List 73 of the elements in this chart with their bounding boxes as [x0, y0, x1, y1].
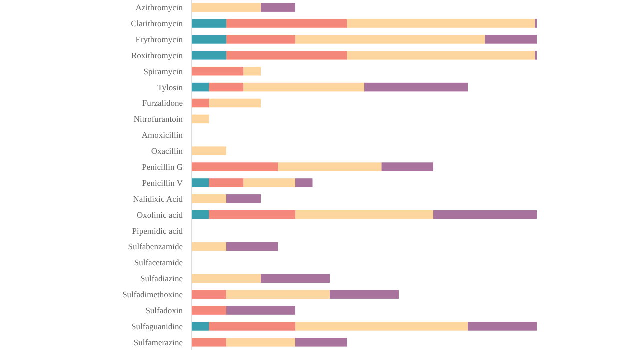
bar [296, 35, 486, 44]
bar [434, 210, 537, 220]
y-tick-label: Sulfacetamide [134, 258, 184, 268]
y-tick-label: Nalidixic Acid [133, 194, 184, 204]
bar [296, 178, 313, 188]
bar [209, 82, 244, 92]
bar [226, 306, 296, 315]
y-tick-label: Clarithromycin [131, 18, 184, 28]
bar [192, 98, 210, 108]
bar [192, 114, 210, 124]
bar [192, 146, 226, 156]
bar [296, 322, 468, 331]
y-tick-label: Sulfadiazine [140, 274, 184, 284]
bar [226, 35, 296, 44]
bar [192, 19, 226, 28]
y-tick-label: Erythromycin [136, 34, 184, 44]
bar [382, 162, 434, 172]
y-tick-label: Roxithromycin [132, 50, 184, 60]
bar [226, 51, 348, 60]
bar [226, 290, 330, 299]
bar [347, 51, 536, 60]
bar [192, 290, 226, 299]
bar [192, 178, 210, 188]
bar [244, 82, 364, 92]
y-tick-label: Penicillin G [142, 162, 183, 172]
y-tick-label: Amoxicillin [142, 130, 184, 140]
bar [347, 19, 536, 28]
y-tick-label: Spiramycin [144, 66, 184, 76]
bar [192, 194, 226, 204]
y-tick-label: Azithromycin [136, 2, 184, 13]
bar [192, 210, 210, 220]
bar [192, 242, 226, 252]
bar [226, 19, 348, 28]
bar [192, 322, 210, 331]
bar [209, 322, 296, 331]
bar [192, 82, 210, 92]
bar [330, 290, 399, 299]
bar [209, 210, 296, 220]
y-tick-label: Sulfabenzamide [128, 242, 184, 252]
bar [192, 306, 226, 315]
bar [364, 82, 468, 92]
bar [468, 322, 537, 331]
y-tick-label: Sulfamerazine [134, 337, 184, 348]
bar [296, 210, 434, 220]
y-tick-label: Pipemidic acid [132, 226, 184, 236]
y-tick-label: Oxolinic acid [136, 210, 184, 220]
bar [192, 274, 261, 284]
bar [192, 51, 226, 60]
y-tick-label: Penicillin V [142, 178, 184, 188]
y-tick-label: Sulfadoxin [146, 306, 184, 316]
bar [278, 162, 382, 172]
bar [296, 338, 348, 347]
y-tick-label: Nitrofurantoin [134, 114, 184, 124]
bar [261, 274, 330, 284]
y-tick-label: Tylosin [158, 82, 184, 92]
bar [226, 242, 278, 252]
y-tick-label: Sulfadimethoxine [122, 290, 184, 300]
y-tick-label: Oxacillin [151, 146, 184, 156]
bar [244, 66, 261, 76]
bar [192, 3, 261, 12]
bar [192, 35, 226, 44]
bar [226, 338, 296, 347]
bar [485, 35, 537, 44]
y-tick-label: Furzalidone [142, 98, 184, 108]
bar [226, 194, 261, 204]
bar [192, 338, 226, 347]
bar [209, 98, 261, 108]
bar [192, 66, 244, 76]
bar [209, 178, 244, 188]
bar [192, 162, 278, 172]
bar [244, 178, 296, 188]
bar [261, 3, 296, 12]
y-tick-label: Sulfaguanidine [132, 321, 184, 332]
